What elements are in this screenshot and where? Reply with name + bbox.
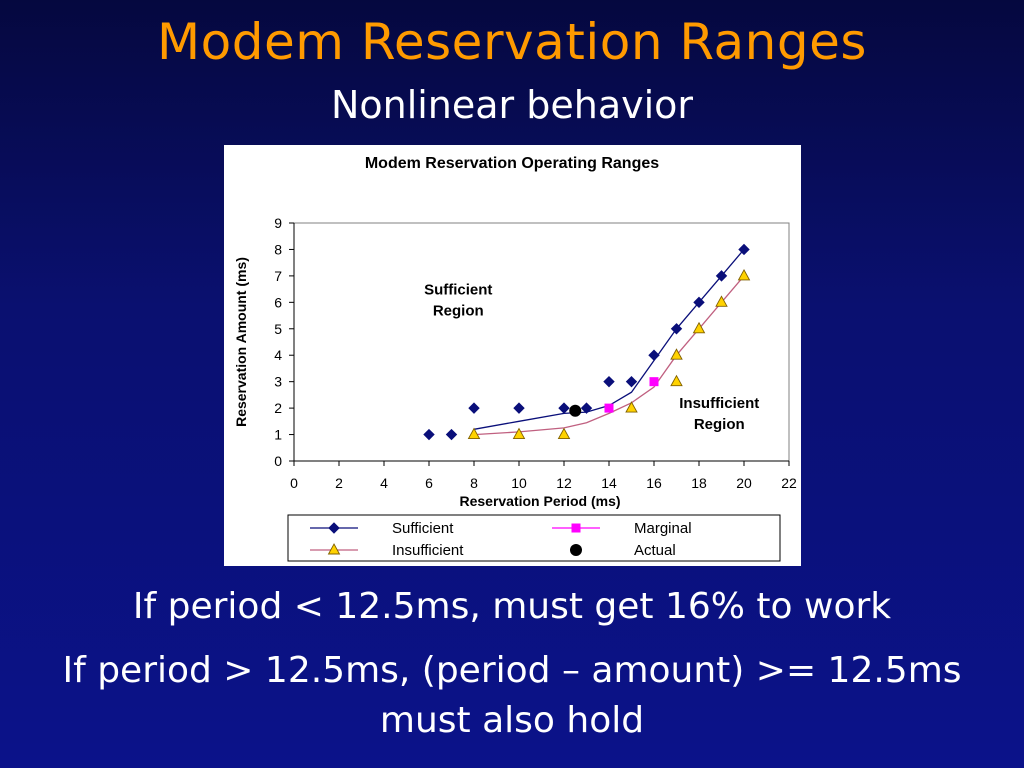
x-tick-label: 14: [601, 475, 617, 491]
sufficient-point: [558, 402, 570, 414]
x-tick-label: 10: [511, 475, 527, 491]
legend-insufficient-marker: [327, 543, 341, 555]
bullet-must-also-hold: must also hold: [379, 700, 645, 741]
annotation-line: Insufficient: [679, 395, 759, 412]
legend-insufficient-label: Insufficient: [392, 542, 464, 559]
insufficient-point: [557, 427, 571, 440]
insufficient-point: [715, 295, 728, 307]
actual-point: [569, 404, 582, 417]
insufficient-point: [670, 348, 683, 360]
sufficient-point: [603, 375, 615, 388]
marginal-point: [649, 377, 659, 387]
y-tick-label: 9: [274, 215, 282, 231]
annotation-line: Region: [433, 302, 484, 319]
sufficient-point: [625, 375, 638, 388]
slide-subtitle: Nonlinear behavior: [330, 83, 694, 127]
data-marks: [423, 243, 751, 441]
x-tick-label: 12: [556, 475, 572, 491]
chart-svg: Modem Reservation Operating Ranges 0 2 4 6 8…: [233, 155, 797, 562]
bullet-period-less: If period < 12.5ms, must get 16% to work: [132, 586, 892, 627]
sufficient-point: [670, 323, 683, 335]
x-tick-label: 2: [335, 475, 343, 491]
sufficient-point: [513, 402, 525, 414]
legend-actual-label: Actual: [634, 542, 676, 559]
x-tick-label: 4: [380, 475, 388, 491]
x-tick-label: 6: [425, 475, 433, 491]
y-tick-label: 5: [274, 321, 282, 337]
annotation-line: Sufficient: [424, 281, 492, 298]
slide-title: Modem Reservation Ranges: [157, 13, 867, 71]
y-tick-label: 7: [274, 268, 282, 284]
x-tick-label: 16: [646, 475, 662, 491]
sufficient-point: [715, 270, 728, 282]
marginal-point: [604, 403, 614, 413]
sufficient-trend-line: [473, 248, 745, 430]
sufficient-point: [693, 296, 705, 309]
legend-sufficient-label: Sufficient: [392, 520, 454, 537]
y-tick-label: 3: [274, 374, 282, 390]
annotations: Sufficient Region Insufficient Region: [424, 281, 759, 433]
sufficient-point: [468, 402, 480, 414]
x-tick-label: 22: [781, 475, 797, 491]
y-tick-label: 1: [274, 427, 282, 443]
x-axis-label: Reservation Period (ms): [459, 493, 620, 509]
legend-marginal-label: Marginal: [634, 520, 692, 537]
y-tick-label: 6: [274, 294, 282, 310]
y-tick-label: 2: [274, 400, 282, 416]
insufficient-point: [670, 374, 683, 387]
x-tick-label: 20: [736, 475, 752, 491]
sufficient-point: [580, 402, 593, 414]
x-tick-label: 8: [470, 475, 478, 491]
legend-actual-marker: [570, 544, 582, 556]
y-tick-label: 4: [274, 347, 282, 363]
insufficient-point: [625, 401, 638, 413]
x-tick-label: 18: [691, 475, 707, 491]
y-axis-label: Reservation Amount (ms): [233, 257, 249, 427]
plot-area-frame: [293, 222, 790, 462]
insufficient-point: [467, 427, 481, 440]
chart-title: Modem Reservation Operating Ranges: [365, 155, 659, 172]
legend-box: [287, 514, 781, 562]
sufficient-point: [648, 349, 660, 361]
sufficient-point: [445, 428, 458, 441]
insufficient-point: [692, 321, 706, 334]
y-tick-label: 0: [274, 453, 282, 469]
y-tick-label: 8: [274, 241, 282, 257]
sufficient-point: [738, 243, 750, 256]
bullet-period-greater: If period > 12.5ms, (period – amount) >=…: [62, 650, 962, 691]
chart-panel: Modem Reservation Operating Ranges 0 2 4 6 8…: [224, 145, 801, 566]
sufficient-point: [423, 428, 435, 441]
insufficient-point: [737, 268, 751, 281]
annotation-line: Region: [694, 416, 745, 433]
x-tick-label: 0: [290, 475, 298, 491]
legend-sufficient-marker: [328, 522, 340, 534]
insufficient-point: [512, 427, 526, 440]
legend-marginal-marker: [571, 523, 581, 533]
legend: Sufficient Marginal Insufficient Actual: [310, 520, 692, 559]
